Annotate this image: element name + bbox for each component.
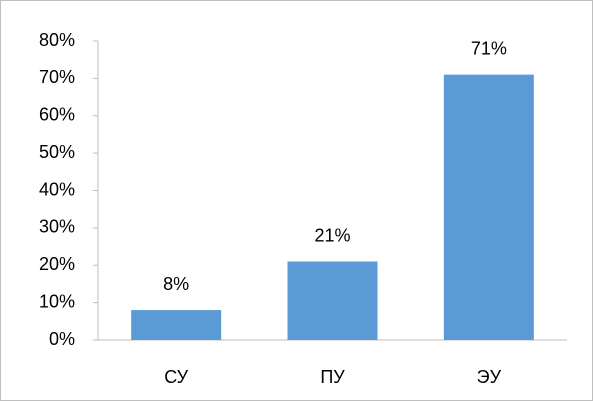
data-label: 8% xyxy=(163,274,189,294)
y-tick-label: 60% xyxy=(39,105,75,125)
bar xyxy=(287,261,378,340)
y-tick-label: 40% xyxy=(39,179,75,199)
x-tick-label: СУ xyxy=(164,367,188,387)
y-tick-label: 80% xyxy=(39,30,75,50)
y-tick-label: 70% xyxy=(39,67,75,87)
y-tick-label: 30% xyxy=(39,217,75,237)
data-label: 71% xyxy=(471,38,507,58)
y-tick-label: 50% xyxy=(39,142,75,162)
y-tick-label: 20% xyxy=(39,254,75,274)
data-label: 21% xyxy=(314,225,350,245)
y-tick-label: 10% xyxy=(39,291,75,311)
x-tick-label: ЭУ xyxy=(477,367,502,387)
x-tick-label: ПУ xyxy=(320,367,345,387)
y-tick-label: 0% xyxy=(49,329,75,349)
bar xyxy=(443,74,534,340)
bar xyxy=(131,310,222,340)
